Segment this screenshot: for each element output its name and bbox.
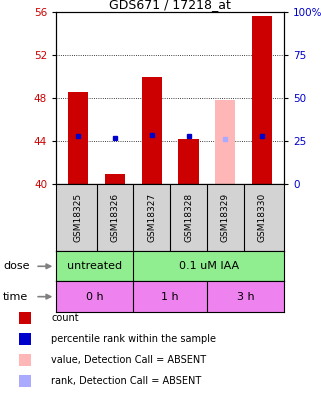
Bar <box>68 92 88 184</box>
Text: count: count <box>51 313 79 323</box>
Text: value, Detection Call = ABSENT: value, Detection Call = ABSENT <box>51 355 206 365</box>
Text: rank, Detection Call = ABSENT: rank, Detection Call = ABSENT <box>51 376 202 386</box>
Bar <box>178 139 199 184</box>
Text: percentile rank within the sample: percentile rank within the sample <box>51 334 216 344</box>
Text: 0 h: 0 h <box>86 292 104 302</box>
Text: 0.1 uM IAA: 0.1 uM IAA <box>179 261 239 271</box>
Text: 3 h: 3 h <box>237 292 254 302</box>
Text: GSM18330: GSM18330 <box>257 193 266 242</box>
Text: GSM18326: GSM18326 <box>110 193 119 242</box>
Bar <box>252 17 272 184</box>
Text: dose: dose <box>3 261 30 271</box>
Text: GSM18327: GSM18327 <box>147 193 156 242</box>
Bar <box>105 173 125 184</box>
Text: 1 h: 1 h <box>161 292 179 302</box>
Text: GSM18328: GSM18328 <box>184 193 193 242</box>
Bar <box>142 77 162 184</box>
Text: GSM18325: GSM18325 <box>74 193 83 242</box>
Title: GDS671 / 17218_at: GDS671 / 17218_at <box>109 0 231 11</box>
Text: untreated: untreated <box>67 261 122 271</box>
Text: GSM18329: GSM18329 <box>221 193 230 242</box>
Text: time: time <box>3 292 29 302</box>
Bar <box>215 100 235 184</box>
